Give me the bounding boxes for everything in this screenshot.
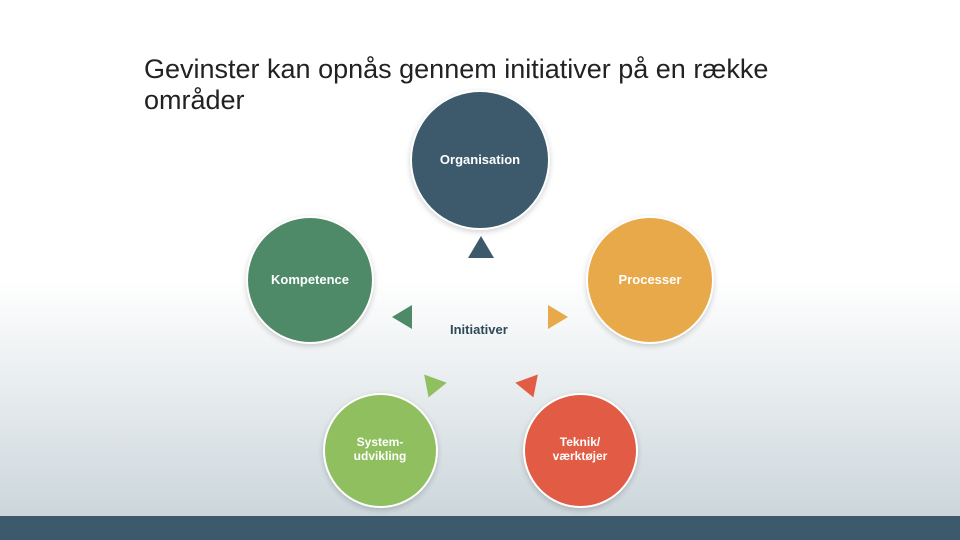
circle-label: Organisation (432, 153, 528, 168)
circle-label: Kompetence (263, 273, 357, 288)
arrow (468, 236, 494, 258)
circle-processer: Processer (586, 216, 714, 344)
circle-teknik: Teknik/ værktøjer (523, 393, 638, 508)
circle-kompetence: Kompetence (246, 216, 374, 344)
circle-label: Teknik/ værktøjer (545, 436, 616, 464)
footer-bar (0, 516, 960, 540)
circle-label: System- udvikling (346, 436, 415, 464)
arrow (392, 305, 412, 329)
circle-organisation: Organisation (410, 90, 550, 230)
circle-label: Processer (611, 273, 690, 288)
background-gradient (0, 280, 960, 540)
arrow (548, 305, 568, 329)
center-label: Initiativer (450, 322, 508, 337)
circle-systemudvikling: System- udvikling (323, 393, 438, 508)
